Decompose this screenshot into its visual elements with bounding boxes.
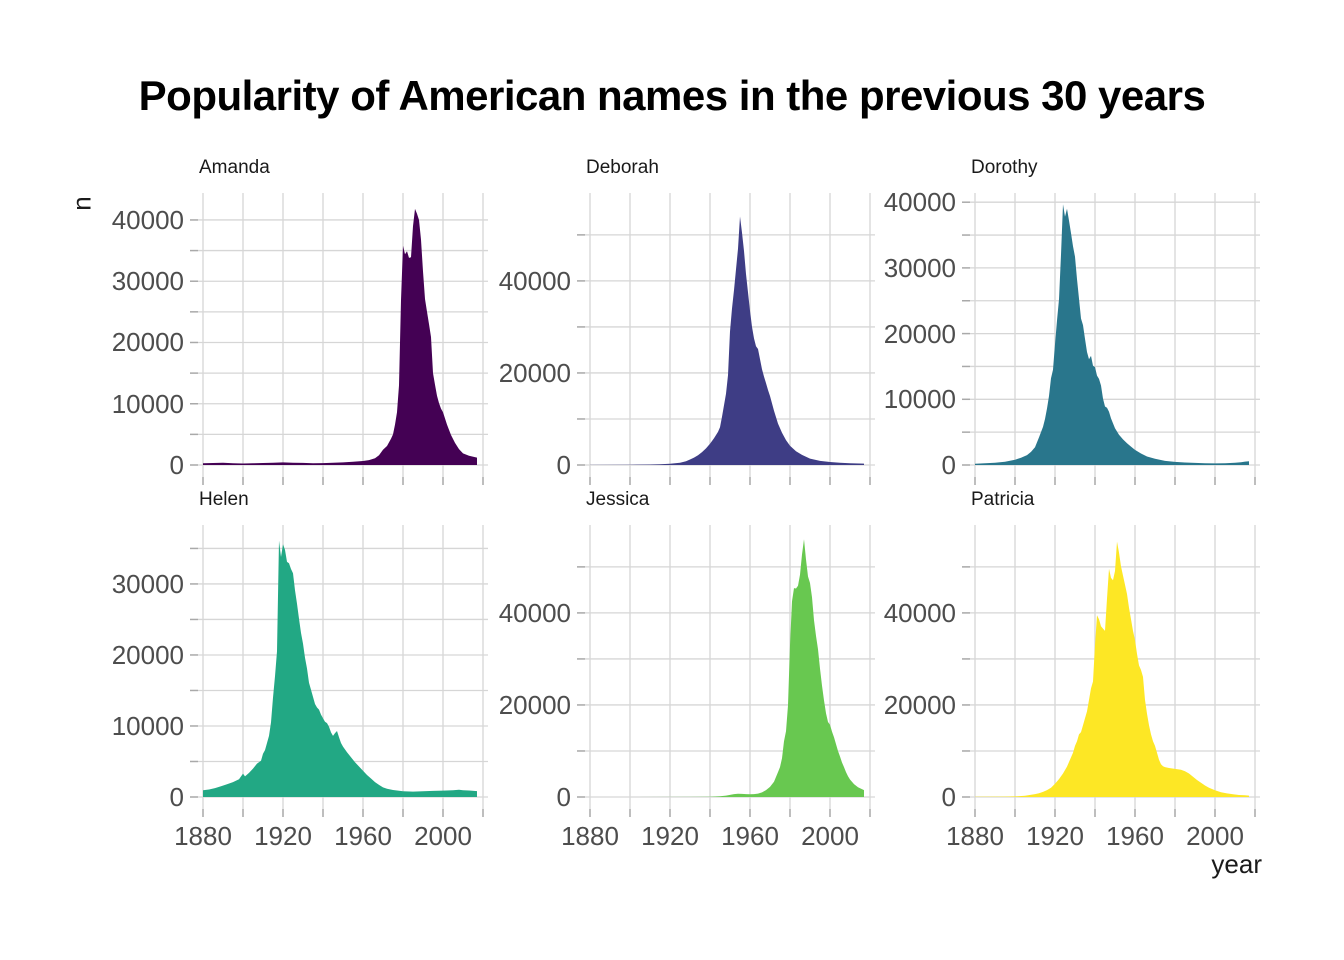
x-axis-tick-label: 1880 [174,821,232,851]
x-axis-tick-label: 1920 [1026,821,1084,851]
y-axis-tick-label: 10000 [111,710,184,741]
x-axis-tick-label: 1960 [1106,821,1164,851]
area-series-patricia [975,541,1249,797]
x-axis-tick-label: 2000 [414,821,472,851]
area-chart-panel-helen [190,525,488,817]
area-chart-panel-jessica [577,525,875,817]
facet-strip-label-patricia: Patricia [971,489,1035,510]
x-axis-tick-label: 1880 [946,821,1004,851]
y-axis-tick-label: 0 [556,450,571,480]
x-axis-tick-label: 1960 [721,821,779,851]
y-axis-tick-label: 40000 [498,597,571,628]
facet-strip-label-dorothy: Dorothy [971,157,1038,178]
y-axis-tick-label: 30000 [111,266,184,297]
y-axis-tick-label: 20000 [111,639,184,670]
y-axis-tick-label: 30000 [111,568,184,599]
y-axis-tick-label: 0 [941,782,956,812]
y-axis-tick-label: 20000 [498,689,571,720]
facet-strip-label-jessica: Jessica [586,489,650,510]
area-chart-panel-patricia [962,525,1260,817]
x-axis-tick-label: 1920 [641,821,699,851]
facet-strip-label-helen: Helen [199,489,249,510]
y-axis-tick-label: 0 [169,782,184,812]
y-axis-tick-label: 40000 [883,597,956,628]
y-axis-tick-label: 20000 [883,689,956,720]
area-series-helen [203,540,477,797]
y-axis-tick-label: 0 [169,450,184,480]
y-axis-tick-label: 20000 [883,318,956,349]
y-axis-tick-label: 20000 [111,327,184,358]
area-series-jessica [590,539,864,797]
y-axis-tick-label: 40000 [498,265,571,296]
y-axis-tick-label: 10000 [111,388,184,419]
facet-strip-label-deborah: Deborah [586,157,659,178]
x-axis-tick-label: 2000 [1186,821,1244,851]
chart-title: Popularity of American names in the prev… [138,72,1206,119]
y-axis-tick-label: 40000 [111,204,184,235]
y-axis-tick-label: 0 [556,782,571,812]
x-axis-tick-label: 2000 [801,821,859,851]
x-axis-title: year [1211,849,1262,879]
facet-strip-label-amanda: Amanda [199,157,270,178]
y-axis-tick-label: 30000 [883,252,956,283]
area-chart-panel-amanda [190,193,488,485]
y-axis-tick-label: 40000 [883,187,956,218]
area-series-amanda [203,208,477,465]
area-series-deborah [590,216,864,465]
y-axis-tick-label: 20000 [498,357,571,388]
x-axis-tick-label: 1920 [254,821,312,851]
area-chart-panel-dorothy [962,193,1260,485]
y-axis-tick-label: 0 [941,450,956,480]
x-axis-tick-label: 1880 [561,821,619,851]
x-axis-tick-label: 1960 [334,821,392,851]
y-axis-tick-label: 10000 [883,384,956,415]
area-chart-panel-deborah [577,193,875,485]
